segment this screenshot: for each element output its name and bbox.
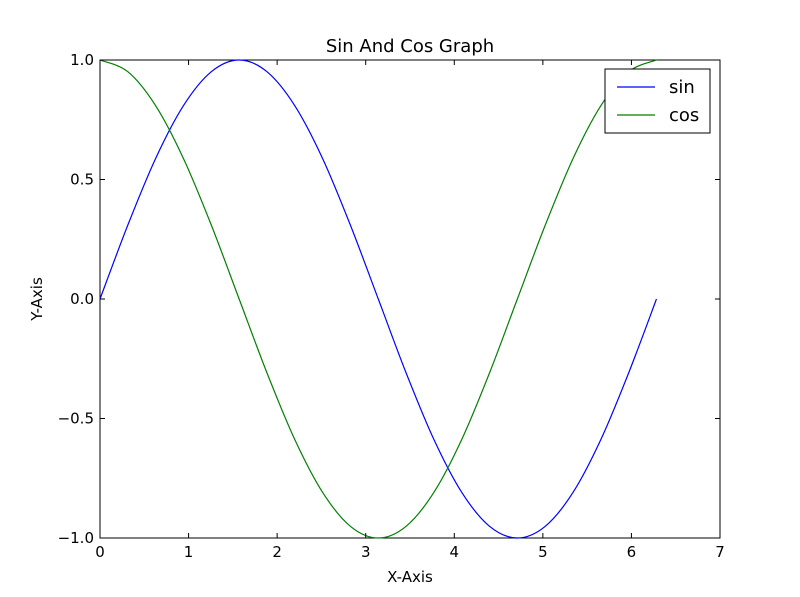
x-tick-label: 0: [95, 543, 105, 561]
x-tick-label: 5: [538, 543, 548, 561]
chart-title: Sin And Cos Graph: [326, 36, 494, 57]
y-tick-label: 0.5: [70, 171, 94, 189]
series-line-cos: [99, 59, 657, 539]
legend: sin cos: [604, 68, 711, 134]
legend-box: [604, 68, 711, 134]
x-tick-label: 3: [361, 543, 371, 561]
series-line-sin: [99, 59, 658, 539]
legend-label-cos: cos: [669, 105, 699, 126]
x-tick-label: 6: [627, 543, 637, 561]
y-tick-label: −0.5: [58, 410, 94, 428]
x-tick-label: 7: [715, 543, 725, 561]
plot-area: [99, 59, 721, 539]
series-layer: [99, 59, 658, 539]
x-tick-label: 1: [184, 543, 194, 561]
y-tick-label: 1.0: [70, 51, 94, 69]
legend-label-sin: sin: [669, 77, 695, 98]
x-tick-label: 4: [450, 543, 460, 561]
x-axis-label: X-Axis: [387, 568, 433, 586]
y-tick-label: 0.0: [70, 290, 94, 308]
y-axis-label: Y-Axis: [28, 277, 46, 322]
x-tick-label: 2: [272, 543, 282, 561]
y-tick-label: −1.0: [58, 529, 94, 547]
ticks-layer: 0 1 2 3 4 5 6 7 1.0 0.5 0.0 −0.5 −1.0: [58, 51, 725, 561]
